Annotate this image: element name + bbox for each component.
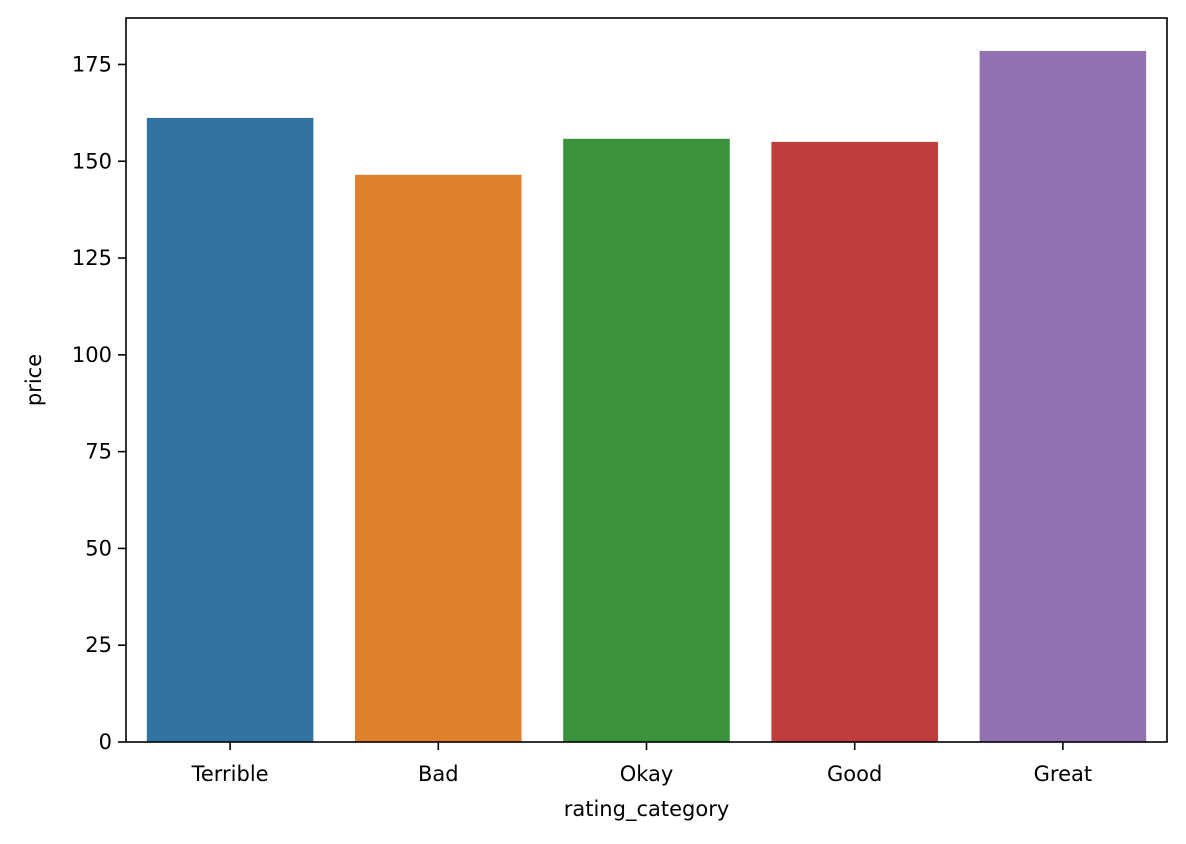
y-tick-label: 125 <box>72 246 112 270</box>
y-axis-ticks: 0 25 50 75 100 125 150 175 <box>72 52 126 754</box>
x-axis-ticks: Terrible Bad Okay Good Great <box>191 742 1092 786</box>
y-tick-label: 175 <box>72 52 112 76</box>
x-tick-label: Great <box>1034 762 1092 786</box>
bars <box>146 50 1147 743</box>
x-axis-title: rating_category <box>564 797 730 822</box>
x-tick-label: Bad <box>418 762 459 786</box>
y-tick-label: 50 <box>85 536 112 560</box>
bar-good <box>771 141 938 742</box>
plot-frame <box>125 17 1168 743</box>
bar-great <box>979 50 1147 742</box>
bar-terrible <box>146 117 314 742</box>
bar-okay <box>563 138 730 742</box>
y-axis-title: price <box>22 354 46 406</box>
y-tick-label: 75 <box>85 440 112 464</box>
x-tick-label: Terrible <box>191 762 269 786</box>
y-tick-label: 150 <box>72 149 112 173</box>
y-tick-label: 25 <box>85 633 112 657</box>
x-tick-label: Okay <box>620 762 674 786</box>
y-tick-label: 0 <box>99 730 112 754</box>
bar-bad <box>355 174 522 743</box>
x-tick-label: Good <box>827 762 882 786</box>
y-tick-label: 100 <box>72 343 112 367</box>
